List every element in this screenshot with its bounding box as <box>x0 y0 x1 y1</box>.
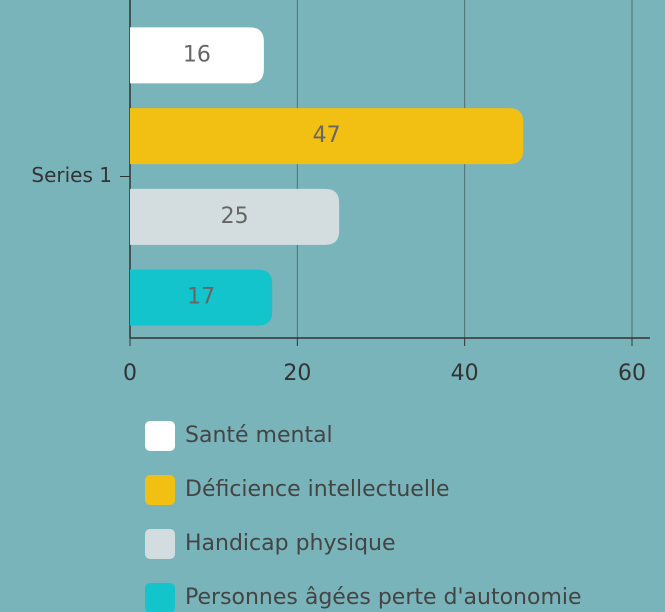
bar <box>130 108 524 165</box>
legend-label: Santé mental <box>185 423 333 448</box>
value-label: 25 <box>221 204 249 229</box>
legend-swatch <box>145 421 175 451</box>
x-tick-label: 40 <box>451 361 479 386</box>
value-label: 47 <box>313 123 341 148</box>
x-tick-label: 0 <box>123 361 137 386</box>
legend-swatch <box>145 529 175 559</box>
legend-swatch <box>145 583 175 612</box>
legend-swatch <box>145 475 175 505</box>
value-label: 16 <box>183 42 211 67</box>
bar <box>130 188 340 245</box>
y-tick-label: Series 1 <box>31 163 112 187</box>
x-tick-label: 20 <box>283 361 311 386</box>
legend-label: Handicap physique <box>185 531 396 556</box>
legend-label: Déficience intellectuelle <box>185 477 450 502</box>
x-tick-label: 60 <box>618 361 646 386</box>
bar <box>130 27 264 84</box>
legend-label: Personnes âgées perte d'autonomie <box>185 585 582 610</box>
value-label: 17 <box>187 285 215 310</box>
bar <box>130 269 273 326</box>
